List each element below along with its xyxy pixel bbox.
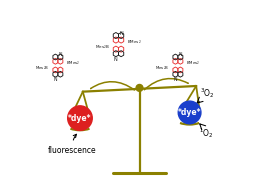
Text: N: N — [59, 52, 62, 57]
Text: $^1$O$_2$: $^1$O$_2$ — [199, 126, 214, 140]
Text: N: N — [119, 31, 123, 36]
Text: fluorescence: fluorescence — [48, 134, 97, 155]
Text: N: N — [174, 77, 177, 82]
Text: N: N — [54, 77, 57, 82]
Text: N: N — [114, 57, 118, 62]
Text: *dye*: *dye* — [68, 114, 92, 123]
Text: Mes$_2$B: Mes$_2$B — [155, 64, 169, 72]
Text: BMes$_2$: BMes$_2$ — [186, 60, 201, 67]
FancyArrowPatch shape — [144, 79, 188, 90]
Text: $^3$O$_2$: $^3$O$_2$ — [200, 86, 215, 100]
Text: BMes$_2$: BMes$_2$ — [66, 60, 81, 67]
Circle shape — [68, 106, 92, 130]
FancyArrowPatch shape — [91, 82, 134, 90]
Text: BMes$_2$: BMes$_2$ — [128, 39, 142, 46]
Circle shape — [178, 101, 201, 124]
Text: N: N — [179, 52, 182, 57]
Circle shape — [136, 84, 143, 91]
Text: Mes$_2$B: Mes$_2$B — [95, 43, 110, 51]
Text: *dye*: *dye* — [178, 108, 201, 117]
Text: Mes$_2$B: Mes$_2$B — [35, 64, 49, 72]
